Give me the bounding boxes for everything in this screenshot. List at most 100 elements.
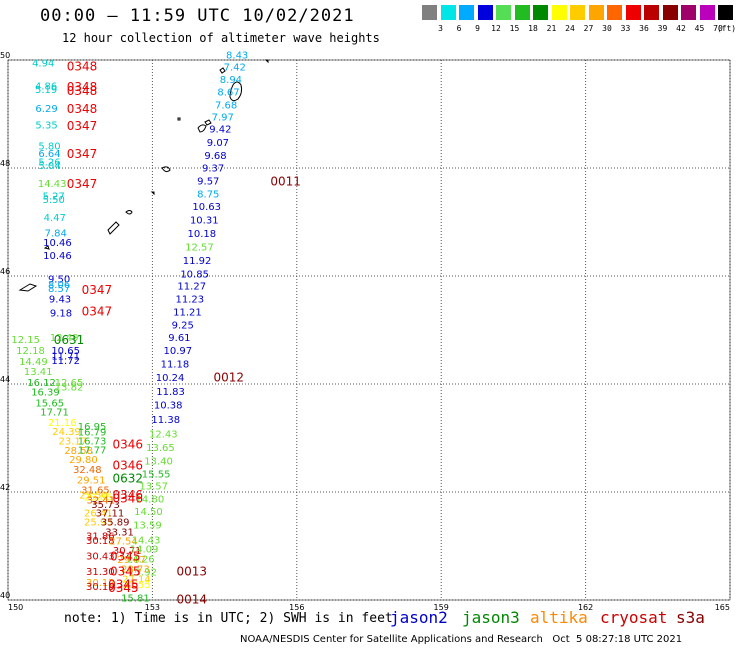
color-scale-label: 36	[639, 24, 649, 33]
wave-height-value: 11.38	[151, 415, 180, 426]
wave-height-value: 25.50	[79, 491, 108, 502]
wave-height-value: 17.71	[40, 408, 69, 419]
wave-height-value: 17.77	[78, 445, 107, 456]
wave-height-value: 11.23	[176, 295, 205, 306]
island-shape	[43, 245, 50, 250]
wave-height-value: 12.57	[185, 242, 214, 253]
wave-height-value: 30.12	[86, 578, 115, 589]
island-shape	[197, 124, 207, 133]
track-time-label: 0347	[82, 305, 113, 319]
color-swatch	[662, 5, 678, 20]
lat-tick-label: 40	[0, 591, 10, 600]
island-shape	[229, 81, 243, 102]
color-scale-label: 39	[657, 24, 668, 33]
wave-height-value: 33.31	[105, 527, 134, 538]
wave-height-value: 9.61	[168, 333, 190, 344]
color-swatch	[477, 5, 493, 20]
track-time-label: 0345	[108, 577, 139, 591]
wave-height-value: 27.54	[109, 537, 138, 548]
footnote: note: 1) Time is in UTC; 2) SWH is in fe…	[64, 611, 393, 626]
wave-height-value: 10.46	[43, 238, 72, 249]
wave-height-value: 9.68	[204, 151, 226, 162]
lat-tick-label: 42	[0, 483, 10, 492]
wave-height-value: 7.97	[212, 113, 234, 124]
wave-height-value: 10.31	[190, 215, 219, 226]
track-time-label: 0348	[67, 102, 98, 116]
wave-height-value: 4.94	[32, 59, 54, 70]
wave-height-value: 4.47	[44, 213, 66, 224]
track-time-label: 0346	[112, 458, 143, 472]
wave-height-value: 11.27	[177, 282, 206, 293]
track-time-label: 0348	[67, 84, 98, 98]
wave-height-value: 10.65	[51, 346, 80, 357]
color-scale-label: 21	[546, 24, 557, 33]
color-scale-label: 15	[509, 24, 520, 33]
wave-height-value: 25.93	[84, 518, 113, 529]
track-time-label: 0012	[214, 370, 245, 384]
wave-height-value: 5.04	[38, 161, 60, 172]
wave-height-value: 15.55	[142, 470, 171, 481]
legend-cryosat: cryosat	[600, 608, 668, 627]
wave-height-value: 11.83	[156, 387, 185, 398]
wave-height-value: 10.38	[154, 401, 183, 412]
wave-height-value: 15.65	[35, 398, 64, 409]
wave-height-value: 8.67	[217, 87, 239, 98]
wave-height-value: 7.42	[224, 62, 246, 73]
legend-altika: altika	[530, 608, 588, 627]
lat-tick-label: 50	[0, 51, 10, 60]
wave-height-value: 16.95	[78, 422, 107, 433]
color-scale-label: 18	[528, 24, 538, 33]
track-time-label: 0347	[67, 177, 98, 191]
wave-height-value: 9.07	[207, 138, 229, 149]
wave-height-value: 13.82	[55, 383, 84, 394]
wave-height-value: 24.39	[52, 427, 81, 438]
color-scale-unit: (ft)	[716, 24, 737, 33]
color-scale-label: 9	[475, 24, 480, 33]
lat-tick-label: 48	[0, 159, 10, 168]
page-subtitle: 12 hour collection of altimeter wave hei…	[62, 31, 380, 45]
wave-height-value: 11.21	[173, 308, 202, 319]
wave-height-value: 7.68	[215, 100, 237, 111]
wave-height-value: 29.80	[69, 455, 98, 466]
island-shape	[219, 67, 226, 74]
color-swatch	[533, 5, 548, 20]
wave-height-value: 13.57	[139, 482, 168, 493]
legend-jason3: jason3	[462, 608, 520, 627]
wave-height-value: 5.26	[38, 158, 60, 169]
wave-height-value: 10.24	[156, 373, 185, 384]
color-swatch	[440, 5, 456, 20]
lon-tick-label: 159	[434, 603, 449, 612]
color-swatch	[644, 5, 659, 20]
wave-height-value: 16.39	[31, 388, 60, 399]
track-time-label: 0347	[67, 119, 98, 133]
color-scale-label: 70	[713, 24, 723, 33]
map-frame	[7, 59, 731, 601]
lon-tick-label: 162	[578, 603, 593, 612]
wave-height-value: 12.18	[16, 346, 45, 357]
wave-height-value: 14.09	[130, 545, 159, 556]
wave-height-value: 4.86	[35, 81, 57, 92]
track-time-label: 0346	[112, 491, 143, 505]
credit-line: NOAA/NESDIS Center for Satellite Applica…	[240, 634, 683, 645]
wave-height-value: 9.18	[50, 309, 72, 320]
wave-height-value: 35.89	[101, 518, 130, 529]
wave-height-value: 6.29	[35, 104, 57, 115]
wave-height-value: 31.30	[86, 567, 115, 578]
wave-height-value: 11.72	[51, 356, 80, 367]
island-shape	[150, 191, 155, 196]
wave-height-value: 14.50	[134, 507, 163, 518]
color-swatch	[496, 5, 511, 20]
wave-height-value: 10.85	[180, 269, 209, 280]
track-time-label: 0345	[110, 564, 141, 578]
lon-tick-label: 156	[289, 603, 304, 612]
island-shape	[125, 210, 133, 215]
color-scale-label: 42	[676, 24, 686, 33]
color-scale-label: 3	[438, 24, 443, 33]
wave-height-value: 30.18	[86, 536, 115, 547]
track-time-label: 0346	[112, 437, 143, 451]
wave-height-value: 13.59	[133, 520, 162, 531]
track-time-label: 0348	[67, 59, 98, 73]
island-shape	[264, 59, 269, 64]
color-swatch	[459, 5, 474, 20]
